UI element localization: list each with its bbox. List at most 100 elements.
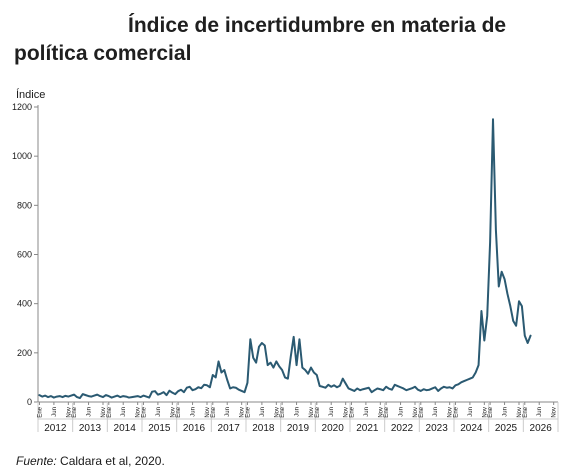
data-point	[217, 360, 220, 363]
data-point	[223, 369, 225, 371]
x-month-label: Nov	[136, 407, 142, 418]
data-point	[122, 395, 124, 397]
data-point	[371, 391, 373, 393]
data-point	[38, 394, 41, 396]
data-point	[264, 344, 266, 347]
x-year-label: 2012	[44, 423, 67, 434]
data-point	[304, 369, 306, 371]
data-point	[215, 376, 217, 379]
data-point	[342, 378, 344, 380]
x-year-label: 2017	[218, 423, 241, 434]
data-point	[163, 391, 165, 393]
data-point	[290, 355, 292, 358]
data-point	[246, 382, 249, 384]
x-month-label: Jun	[295, 407, 301, 417]
data-point	[269, 362, 272, 364]
x-month-label: Nov	[378, 407, 384, 418]
x-month-label: Nov	[482, 407, 488, 418]
data-point	[56, 395, 58, 398]
data-point	[503, 278, 506, 280]
y-tick-label: 1000	[12, 151, 32, 161]
data-point	[477, 364, 480, 366]
data-point	[405, 389, 407, 391]
data-point	[79, 397, 81, 399]
data-point	[368, 387, 370, 389]
data-point	[402, 387, 405, 390]
x-year-label: 2015	[148, 423, 171, 434]
y-axis: Índice 0 200 400 600 800 1000 1200	[12, 88, 45, 407]
data-point	[139, 396, 142, 398]
data-point	[443, 386, 445, 388]
data-point	[131, 396, 133, 398]
data-point	[105, 394, 107, 396]
source-text: Caldara et al, 2020.	[56, 454, 165, 468]
data-point	[183, 391, 185, 393]
data-point	[379, 388, 381, 390]
x-month-label: Jun	[260, 407, 266, 417]
x-year-label: 2021	[356, 423, 379, 434]
data-point	[460, 381, 462, 383]
data-point	[113, 395, 116, 398]
x-month-label: Nov	[344, 407, 350, 418]
data-point	[434, 386, 436, 388]
x-month-label: Jun	[399, 407, 405, 417]
data-point	[529, 335, 532, 337]
data-point	[226, 379, 228, 381]
data-point	[235, 387, 237, 389]
data-point	[501, 271, 503, 273]
data-point	[486, 315, 488, 317]
data-point	[463, 380, 465, 382]
data-point	[191, 389, 194, 391]
data-point	[480, 310, 483, 312]
data-point	[197, 386, 199, 388]
data-point	[420, 390, 422, 392]
data-point	[388, 388, 390, 390]
data-point	[241, 390, 243, 392]
data-point	[180, 389, 182, 391]
data-point	[252, 357, 254, 359]
x-year-label: 2023	[426, 423, 449, 434]
y-tick-label: 400	[17, 299, 32, 309]
series-line	[38, 118, 532, 400]
data-point	[518, 300, 520, 302]
x-month-label: Jun	[87, 407, 93, 417]
data-point	[417, 389, 419, 391]
data-point	[47, 396, 49, 398]
data-point	[350, 389, 353, 391]
x-month-label: Ene	[37, 406, 43, 417]
x-year-label: 2013	[79, 423, 102, 434]
data-point	[261, 342, 263, 344]
x-year-label: 2025	[495, 423, 518, 434]
data-point	[449, 386, 451, 388]
data-point	[99, 395, 101, 397]
y-tick-label: 0	[27, 397, 32, 407]
data-point	[347, 387, 350, 390]
data-point	[128, 396, 130, 399]
data-point	[168, 390, 171, 392]
data-point	[229, 387, 231, 390]
data-point	[116, 395, 119, 397]
data-point	[134, 395, 136, 398]
data-point	[206, 384, 208, 386]
x-month-label: Jun	[329, 407, 335, 417]
x-month-label: Ene	[384, 406, 390, 417]
data-point	[316, 374, 318, 376]
data-point	[151, 391, 153, 393]
x-month-label: Nov	[309, 407, 315, 418]
x-month-label: Ene	[315, 406, 321, 417]
data-point	[310, 366, 312, 369]
x-year-label: 2019	[287, 423, 310, 434]
data-point	[437, 390, 439, 392]
data-point	[399, 386, 402, 388]
y-tick-label: 600	[17, 250, 32, 260]
data-point	[512, 320, 514, 322]
data-point	[194, 388, 197, 390]
x-month-label: Ene	[523, 406, 529, 417]
x-year-label: 2018	[252, 423, 275, 434]
chart-title-line-2: política comercial	[14, 42, 192, 65]
chart-title: Índice de incertidumbre en materia de po…	[14, 12, 562, 68]
x-month-label: Ene	[72, 406, 78, 417]
data-point	[243, 391, 246, 393]
data-point	[506, 293, 509, 295]
